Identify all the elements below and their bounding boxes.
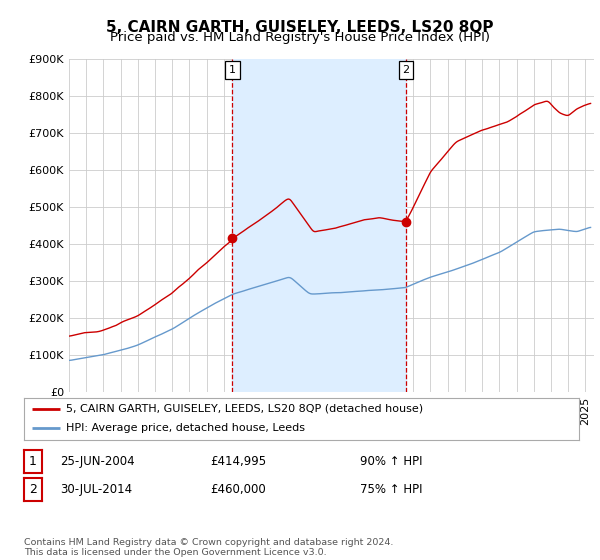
- Text: 1: 1: [29, 455, 37, 468]
- Text: 1: 1: [229, 65, 236, 75]
- Text: HPI: Average price, detached house, Leeds: HPI: Average price, detached house, Leed…: [65, 423, 305, 433]
- Text: £460,000: £460,000: [210, 483, 266, 496]
- Text: 75% ↑ HPI: 75% ↑ HPI: [360, 483, 422, 496]
- Text: 30-JUL-2014: 30-JUL-2014: [60, 483, 132, 496]
- Text: Contains HM Land Registry data © Crown copyright and database right 2024.
This d: Contains HM Land Registry data © Crown c…: [24, 538, 394, 557]
- Text: Price paid vs. HM Land Registry's House Price Index (HPI): Price paid vs. HM Land Registry's House …: [110, 31, 490, 44]
- Text: £414,995: £414,995: [210, 455, 266, 468]
- Bar: [232, 59, 406, 392]
- Text: 90% ↑ HPI: 90% ↑ HPI: [360, 455, 422, 468]
- Text: 25-JUN-2004: 25-JUN-2004: [60, 455, 134, 468]
- Text: 2: 2: [29, 483, 37, 496]
- Text: 5, CAIRN GARTH, GUISELEY, LEEDS, LS20 8QP (detached house): 5, CAIRN GARTH, GUISELEY, LEEDS, LS20 8Q…: [65, 404, 423, 414]
- Text: 2: 2: [403, 65, 410, 75]
- Text: 5, CAIRN GARTH, GUISELEY, LEEDS, LS20 8QP: 5, CAIRN GARTH, GUISELEY, LEEDS, LS20 8Q…: [106, 20, 494, 35]
